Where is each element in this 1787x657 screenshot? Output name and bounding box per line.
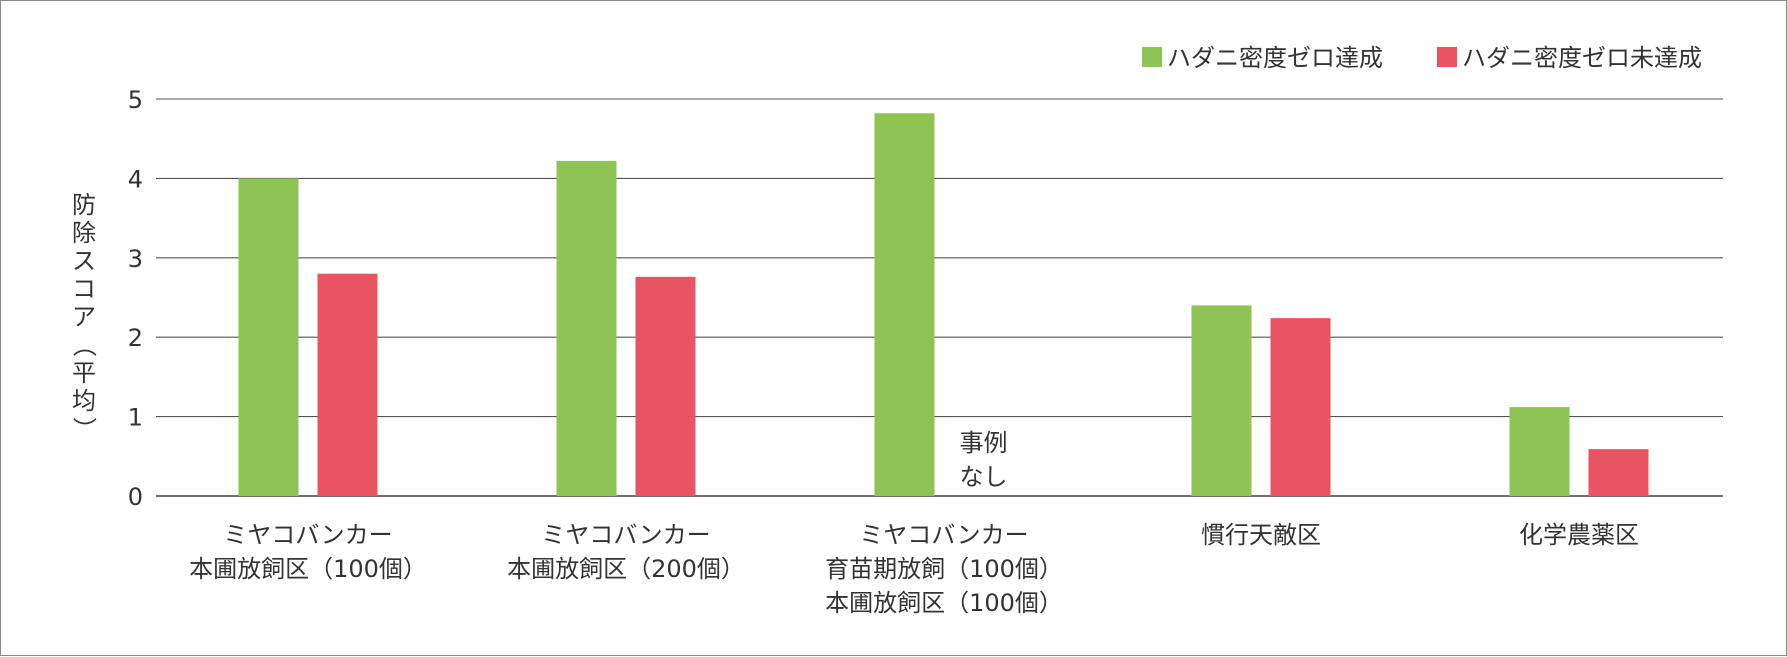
y-tick-label: 3 bbox=[128, 245, 143, 273]
y-axis-label-char: 除 bbox=[72, 219, 96, 247]
y-tick-label: 0 bbox=[128, 483, 143, 511]
legend-swatch-1 bbox=[1142, 47, 1162, 67]
bar-series1-cat4 bbox=[1191, 305, 1252, 496]
y-tick-label: 5 bbox=[128, 86, 143, 114]
legend: ハダニ密度ゼロ達成 ハダニ密度ゼロ未達成 bbox=[1142, 44, 1702, 72]
annotation-label: 事例 bbox=[960, 429, 1008, 457]
y-tick-label: 1 bbox=[128, 404, 143, 432]
gridlines bbox=[156, 98, 1723, 497]
bar-series1-cat1 bbox=[238, 178, 299, 496]
bars bbox=[238, 113, 1649, 497]
y-tick-label: 4 bbox=[128, 165, 143, 193]
y-axis-label-char: 防 bbox=[72, 191, 96, 219]
y-axis-label-char: コ bbox=[72, 275, 96, 303]
bar-series2-cat5 bbox=[1588, 449, 1649, 496]
y-tick-labels: 0 1 2 3 4 5 bbox=[128, 86, 143, 511]
y-axis-label-char: ） bbox=[70, 417, 98, 441]
category-label: 育苗期放飼（100個） bbox=[825, 555, 1063, 583]
y-axis-label-char: ス bbox=[72, 247, 96, 275]
bar-series1-cat3 bbox=[874, 113, 935, 497]
category-label: ミヤコバンカー bbox=[223, 521, 392, 549]
y-axis-label-char: ア bbox=[72, 303, 96, 331]
category-label: 本圃放飼区（100個） bbox=[189, 555, 427, 583]
y-tick-label: 2 bbox=[128, 324, 143, 352]
annotation-label: なし bbox=[960, 463, 1008, 491]
bar-series1-cat2 bbox=[556, 160, 617, 496]
category-label: ミヤコバンカー bbox=[541, 521, 710, 549]
bar-series2-cat4 bbox=[1270, 318, 1331, 496]
category-label: 化学農薬区 bbox=[1519, 521, 1639, 549]
bar-series2-cat2 bbox=[635, 276, 696, 496]
legend-swatch-2 bbox=[1437, 47, 1457, 67]
y-axis-label-char: （ bbox=[70, 333, 98, 357]
legend-label-1: ハダニ密度ゼロ達成 bbox=[1167, 44, 1383, 72]
y-axis-label-char: 平 bbox=[72, 359, 96, 387]
bar-series2-cat1 bbox=[317, 273, 378, 496]
bar-series1-cat5 bbox=[1509, 407, 1570, 496]
legend-label-2: ハダニ密度ゼロ未達成 bbox=[1462, 44, 1702, 72]
category-label: 本圃放飼区（100個） bbox=[825, 589, 1063, 617]
category-label: ミヤコバンカー bbox=[859, 521, 1028, 549]
y-axis-label-char: 均 bbox=[72, 387, 96, 415]
category-label: 慣行天敵区 bbox=[1201, 521, 1321, 549]
category-label: 本圃放飼区（200個） bbox=[507, 555, 745, 583]
